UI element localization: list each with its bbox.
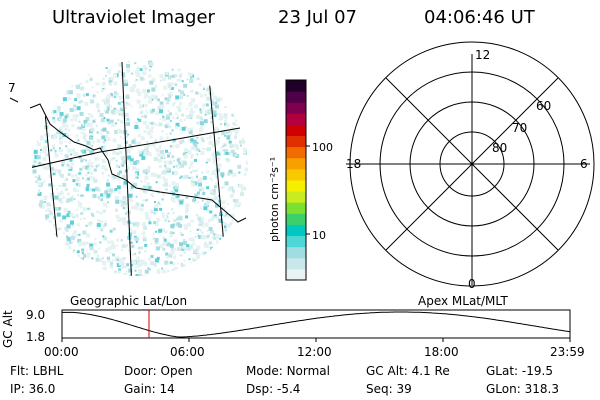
status-gain: Gain: 14 (124, 382, 175, 396)
polar-panel-caption: Apex MLat/MLT (418, 294, 508, 308)
altitude-ymin: 1.8 (26, 330, 46, 344)
color-scale-segment (286, 191, 306, 203)
time-tick-2359: 23:59 (550, 345, 585, 359)
status-door: Door: Open (124, 364, 193, 378)
time-tick-1800: 18:00 (424, 345, 459, 359)
status-gc-alt: GC Alt: 4.1 Re (366, 364, 450, 378)
status-glat: GLat: -19.5 (486, 364, 553, 378)
color-scale-tick-10: 10 (312, 229, 326, 242)
mlt-label-6: 6 (580, 157, 588, 171)
color-scale-segment (286, 268, 306, 281)
altitude-frame (61, 309, 571, 339)
color-scale-unit: photon cm⁻²s⁻¹ (268, 157, 281, 242)
status-flt: Flt: LBHL (10, 364, 64, 378)
color-scale-segment (286, 146, 306, 159)
meridian-line (121, 61, 133, 276)
color-scale-tick-100: 100 (312, 141, 333, 154)
geo-edge-mark: 7 (8, 81, 16, 95)
color-scale-segment (286, 80, 306, 92)
mlt-label-18: 18 (346, 157, 361, 171)
coastline-fragment (9, 97, 19, 103)
color-scale-segment (286, 180, 306, 192)
altitude-curve (62, 311, 570, 338)
lat-label-70: 70 (512, 121, 527, 135)
color-scale-segment (286, 168, 306, 181)
time-label: 04:06:46 UT (424, 7, 535, 28)
time-tick-0600: 06:00 (170, 345, 205, 359)
mlt-label-12: 12 (475, 48, 490, 62)
time-tick-0000: 00:00 (44, 345, 79, 359)
color-scale-segment (286, 246, 306, 259)
color-scale-segment (286, 235, 306, 248)
coastline (29, 103, 247, 223)
status-dsp: Dsp: -5.4 (246, 382, 301, 396)
status-seq: Seq: 39 (366, 382, 412, 396)
color-scale-frame (285, 79, 307, 281)
lat-label-80: 80 (492, 141, 507, 155)
lat-label-60: 60 (536, 99, 551, 113)
color-scale-segment (286, 91, 306, 103)
color-scale-segment (286, 213, 306, 225)
status-ip: IP: 36.0 (10, 382, 56, 396)
latitude-line (32, 127, 241, 171)
polar-mlat-mlt-plot (346, 41, 595, 287)
time-tick-1200: 12:00 (297, 345, 332, 359)
altitude-ymax: 9.0 (26, 308, 46, 322)
color-scale-segment (286, 113, 306, 125)
polar-diagonal (385, 77, 559, 251)
color-scale-segment (286, 257, 306, 270)
color-scale-segment (286, 102, 306, 114)
color-scale-segment (286, 224, 306, 237)
color-scale: 100 10 photon cm⁻²s⁻¹ (268, 79, 333, 281)
color-scale-segment (286, 202, 306, 214)
geo-image-panel (9, 60, 248, 276)
status-glon: GLon: 318.3 (486, 382, 559, 396)
geo-panel-caption: Geographic Lat/Lon (70, 294, 188, 308)
color-scale-segment (286, 157, 306, 170)
altitude-plot (61, 309, 571, 342)
meridian-line (39, 60, 63, 276)
color-scale-segment (286, 124, 306, 137)
color-scale-segment (286, 135, 306, 148)
instrument-title: Ultraviolet Imager (52, 7, 215, 28)
altitude-ylabel: GC Alt (1, 310, 15, 348)
date-label: 23 Jul 07 (278, 7, 357, 28)
mlt-label-0: 0 (468, 277, 476, 291)
status-mode: Mode: Normal (246, 364, 330, 378)
